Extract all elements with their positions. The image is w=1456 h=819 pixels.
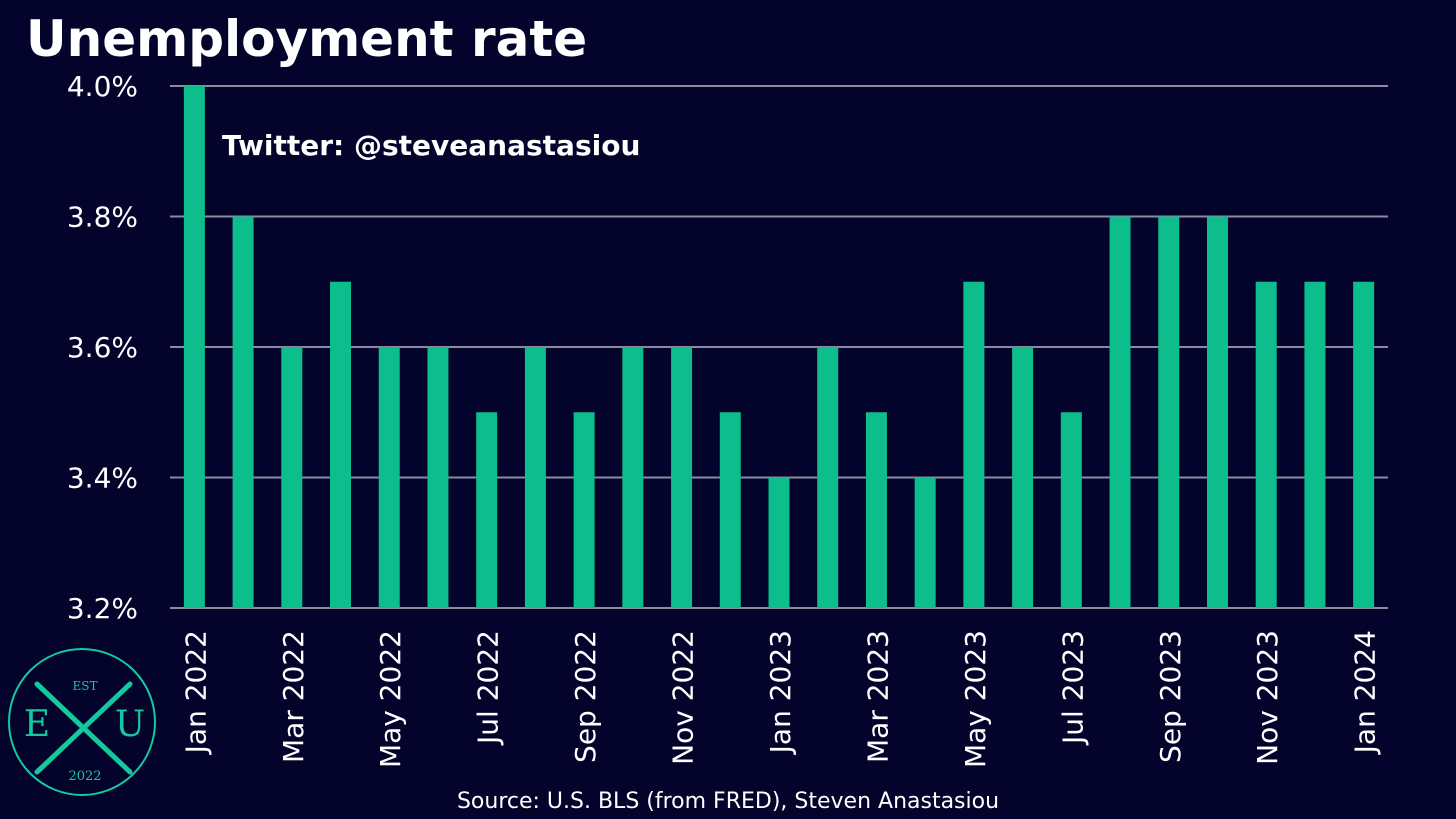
x-tick-label: May 2022	[374, 630, 407, 768]
twitter-annotation: Twitter: @steveanastasiou	[222, 129, 640, 162]
logo-left: E	[24, 704, 50, 745]
x-tick-label: Nov 2022	[667, 630, 700, 765]
bar	[232, 216, 254, 608]
x-tick-label: Jul 2023	[1056, 630, 1089, 746]
x-tick-label: Jan 2024	[1349, 630, 1382, 755]
bar	[183, 86, 205, 608]
bar	[719, 412, 741, 608]
bar	[573, 412, 595, 608]
bar	[330, 281, 352, 608]
bar	[1060, 412, 1082, 608]
x-tick-label: Mar 2022	[277, 630, 310, 763]
bar	[1109, 216, 1131, 608]
logo-right: U	[115, 704, 145, 745]
bar	[1255, 281, 1277, 608]
logo-top: EST	[73, 679, 98, 693]
bar	[1158, 216, 1180, 608]
y-tick-label: 4.0%	[67, 70, 138, 103]
x-tick-label: Nov 2023	[1251, 630, 1284, 765]
bar	[671, 347, 693, 608]
source-note: Source: U.S. BLS (from FRED), Steven Ana…	[457, 789, 999, 814]
bar	[476, 412, 498, 608]
x-tick-label: Jan 2023	[764, 630, 797, 755]
x-tick-label: May 2023	[959, 630, 992, 768]
y-tick-label: 3.8%	[67, 201, 138, 234]
bar	[1304, 281, 1326, 608]
x-tick-label: Jan 2022	[179, 630, 212, 755]
bars	[183, 86, 1375, 608]
x-tick-label: Jul 2022	[472, 630, 505, 746]
x-tick-label: Sep 2022	[569, 630, 602, 763]
y-tick-label: 3.6%	[67, 331, 138, 364]
bar	[524, 347, 546, 608]
bar	[865, 412, 887, 608]
x-axis-ticks: Jan 2022 Mar 2022 May 2022 Jul 2022 Sep 2022…	[179, 630, 1381, 768]
bar	[768, 477, 790, 608]
bar	[622, 347, 644, 608]
bar	[281, 347, 303, 608]
bar	[963, 281, 985, 608]
exu-logo: EST E U 2022	[8, 648, 156, 796]
bar	[817, 347, 839, 608]
y-tick-label: 3.2%	[67, 592, 138, 625]
bar	[1206, 216, 1228, 608]
chart-title: Unemployment rate	[26, 10, 587, 68]
bar	[914, 477, 936, 608]
bar	[1012, 347, 1034, 608]
y-axis-ticks: 3.2% 3.4% 3.6% 3.8% 4.0%	[67, 70, 138, 625]
x-tick-label: Sep 2023	[1154, 630, 1187, 763]
grid-lines	[170, 85, 1388, 609]
x-tick-label: Mar 2023	[861, 630, 894, 763]
bar	[427, 347, 449, 608]
bar	[1353, 281, 1375, 608]
y-tick-label: 3.4%	[67, 462, 138, 495]
logo-bottom: 2022	[68, 769, 101, 784]
bar	[378, 347, 400, 608]
